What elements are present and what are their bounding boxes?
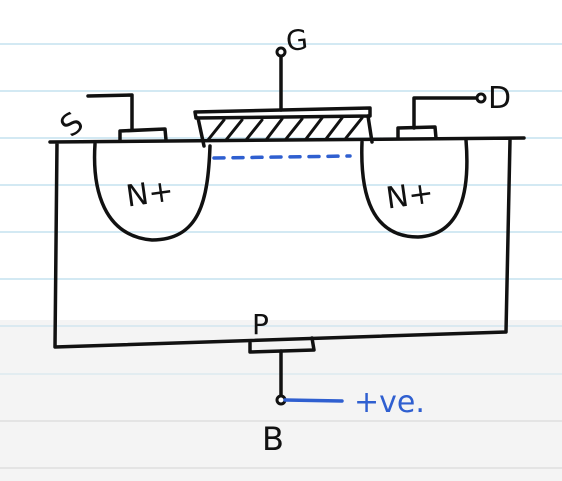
drain-well	[360, 138, 469, 239]
drain-label: D	[488, 81, 511, 116]
drain-region-label: N+	[384, 175, 436, 216]
body-bias-wire	[283, 398, 344, 403]
body-bias-label: +ve.	[354, 385, 425, 420]
body-label: B	[262, 420, 284, 458]
induced-channel	[212, 154, 352, 160]
source-region-label: N+	[124, 173, 176, 214]
source-contact	[118, 127, 168, 143]
gate-oxide	[196, 114, 374, 148]
gate-terminal-dot	[275, 46, 287, 58]
drain-lead	[412, 96, 478, 130]
gate-metal	[193, 106, 372, 120]
substrate-label: P	[252, 308, 269, 341]
source-well	[92, 142, 212, 242]
drain-contact	[396, 125, 438, 140]
oxide-hatching	[206, 116, 364, 142]
drain-terminal-dot	[475, 92, 487, 104]
source-lead	[86, 93, 134, 132]
terminal-dots	[275, 46, 487, 406]
gate-label: G	[284, 23, 309, 58]
